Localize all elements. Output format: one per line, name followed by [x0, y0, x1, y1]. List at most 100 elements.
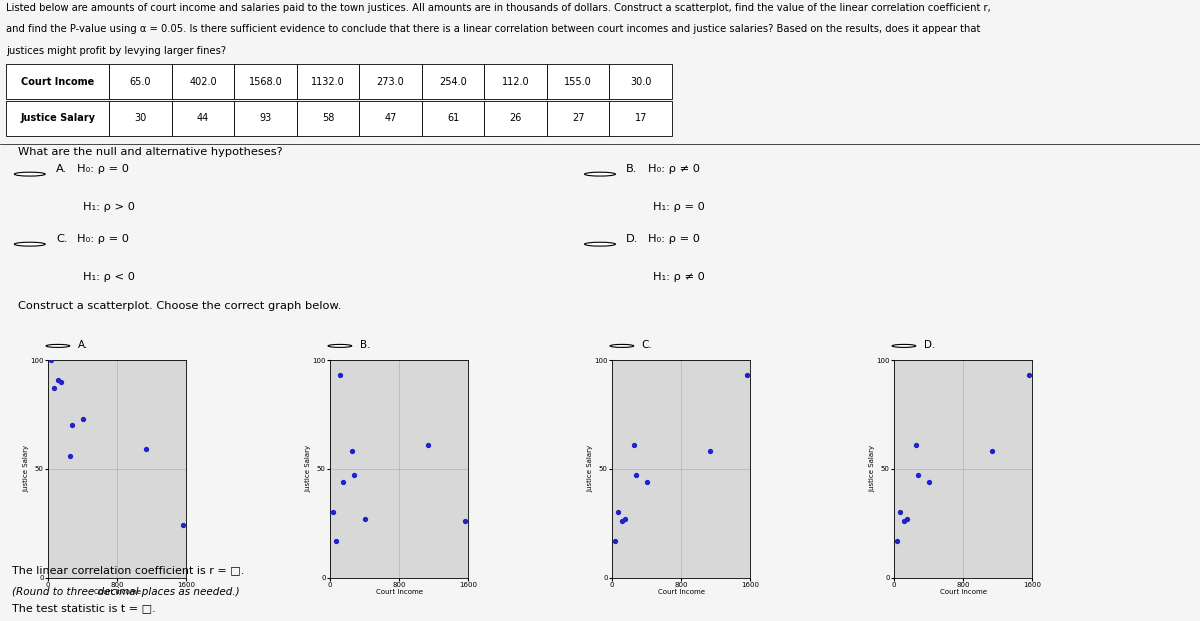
Point — [62, 420, 82, 430]
Text: 30.0: 30.0 — [630, 77, 652, 87]
Text: 93: 93 — [259, 114, 271, 124]
FancyBboxPatch shape — [485, 65, 547, 99]
Y-axis label: Justice Salary: Justice Salary — [869, 445, 875, 492]
Circle shape — [584, 242, 616, 246]
Text: B.: B. — [626, 164, 637, 174]
Text: 402.0: 402.0 — [190, 77, 217, 87]
Circle shape — [892, 345, 916, 347]
Text: C.: C. — [642, 340, 653, 350]
Text: Court Income: Court Income — [20, 77, 95, 87]
Text: 58: 58 — [322, 114, 335, 124]
FancyBboxPatch shape — [6, 101, 109, 136]
Text: What are the null and alternative hypotheses?: What are the null and alternative hypoth… — [18, 147, 282, 157]
Point — [626, 471, 646, 481]
FancyBboxPatch shape — [547, 101, 610, 136]
Point — [887, 535, 906, 546]
Point — [334, 477, 353, 487]
Circle shape — [584, 172, 616, 176]
Point — [1020, 370, 1039, 380]
Point — [906, 440, 925, 450]
Text: The test statistic is t = □.: The test statistic is t = □. — [12, 604, 156, 614]
FancyBboxPatch shape — [422, 65, 485, 99]
X-axis label: Court Income: Court Income — [658, 589, 704, 595]
Circle shape — [328, 345, 352, 347]
Point — [48, 374, 67, 384]
FancyBboxPatch shape — [172, 65, 234, 99]
Text: Listed below are amounts of court income and salaries paid to the town justices.: Listed below are amounts of court income… — [6, 3, 991, 13]
Text: B.: B. — [360, 340, 371, 350]
Text: 155.0: 155.0 — [564, 77, 592, 87]
FancyBboxPatch shape — [172, 101, 234, 136]
Text: D.: D. — [924, 340, 935, 350]
Text: D.: D. — [626, 233, 638, 244]
Point — [73, 414, 92, 424]
FancyBboxPatch shape — [610, 65, 672, 99]
Text: and find the P-value using α = 0.05. Is there sufficient evidence to conclude th: and find the P-value using α = 0.05. Is … — [6, 24, 980, 34]
Y-axis label: Justice Salary: Justice Salary — [587, 445, 593, 492]
Point — [624, 440, 643, 450]
FancyBboxPatch shape — [359, 65, 422, 99]
Text: The linear correlation coefficient is r = □.: The linear correlation coefficient is r … — [12, 565, 245, 575]
Text: A.: A. — [56, 164, 67, 174]
Point — [608, 507, 628, 517]
Point — [908, 471, 928, 481]
Point — [41, 355, 60, 365]
X-axis label: Court Income: Court Income — [94, 589, 140, 595]
Text: 17: 17 — [635, 114, 647, 124]
FancyBboxPatch shape — [234, 101, 296, 136]
Text: 26: 26 — [510, 114, 522, 124]
FancyBboxPatch shape — [296, 101, 359, 136]
Y-axis label: Justice Salary: Justice Salary — [23, 445, 29, 492]
Text: Justice Salary: Justice Salary — [20, 114, 95, 124]
FancyBboxPatch shape — [109, 65, 172, 99]
FancyBboxPatch shape — [422, 101, 485, 136]
Point — [418, 440, 437, 450]
Text: 30: 30 — [134, 114, 146, 124]
Text: 61: 61 — [448, 114, 460, 124]
Point — [700, 446, 719, 456]
Point — [637, 477, 656, 487]
FancyBboxPatch shape — [485, 101, 547, 136]
Text: H₀: ρ ≠ 0: H₀: ρ ≠ 0 — [648, 164, 700, 174]
Point — [344, 471, 364, 481]
Y-axis label: Justice Salary: Justice Salary — [305, 445, 311, 492]
Text: 112.0: 112.0 — [502, 77, 529, 87]
Text: 65.0: 65.0 — [130, 77, 151, 87]
X-axis label: Court Income: Court Income — [376, 589, 422, 595]
Point — [982, 446, 1001, 456]
Text: H₁: ρ ≠ 0: H₁: ρ ≠ 0 — [654, 273, 706, 283]
Text: H₁: ρ < 0: H₁: ρ < 0 — [83, 273, 136, 283]
Point — [612, 516, 631, 526]
Text: H₁: ρ > 0: H₁: ρ > 0 — [83, 202, 136, 212]
Point — [60, 451, 79, 461]
Text: H₀: ρ = 0: H₀: ρ = 0 — [77, 164, 130, 174]
X-axis label: Court Income: Court Income — [940, 589, 986, 595]
Text: 273.0: 273.0 — [377, 77, 404, 87]
Text: H₀: ρ = 0: H₀: ρ = 0 — [648, 233, 700, 244]
Circle shape — [610, 345, 634, 347]
FancyBboxPatch shape — [6, 65, 109, 99]
Text: 27: 27 — [572, 114, 584, 124]
Point — [174, 520, 193, 530]
Point — [456, 516, 475, 526]
Text: 1568.0: 1568.0 — [248, 77, 282, 87]
Circle shape — [14, 172, 46, 176]
Point — [326, 535, 346, 546]
Point — [738, 370, 757, 380]
FancyBboxPatch shape — [610, 101, 672, 136]
Point — [136, 445, 155, 455]
Point — [605, 535, 624, 546]
FancyBboxPatch shape — [547, 65, 610, 99]
FancyBboxPatch shape — [296, 65, 359, 99]
Text: Construct a scatterplot. Choose the correct graph below.: Construct a scatterplot. Choose the corr… — [18, 301, 341, 310]
FancyBboxPatch shape — [109, 101, 172, 136]
Point — [52, 377, 71, 387]
Text: A.: A. — [78, 340, 88, 350]
Circle shape — [46, 345, 70, 347]
Text: 1132.0: 1132.0 — [311, 77, 344, 87]
Text: 47: 47 — [384, 114, 397, 124]
Point — [919, 477, 938, 487]
Text: 254.0: 254.0 — [439, 77, 467, 87]
Point — [355, 514, 374, 524]
FancyBboxPatch shape — [234, 65, 296, 99]
